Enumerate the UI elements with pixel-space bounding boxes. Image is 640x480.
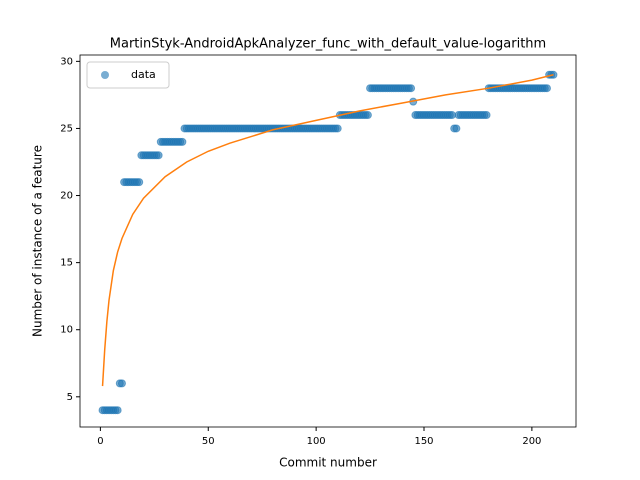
data-point <box>452 124 461 133</box>
data-point <box>407 84 416 93</box>
data-point <box>448 111 457 120</box>
chart-title: MartinStyk-AndroidApkAnalyzer_func_with_… <box>110 37 546 52</box>
data-point <box>482 111 491 120</box>
data-point <box>178 137 187 146</box>
y-tick-label: 20 <box>60 191 73 202</box>
data-point <box>154 151 163 160</box>
x-tick-label: 0 <box>97 436 103 447</box>
legend-box <box>86 61 170 89</box>
x-tick-label: 100 <box>307 436 326 447</box>
plot-frame <box>79 54 577 428</box>
fit-line <box>101 74 554 387</box>
y-tick-label: 30 <box>60 56 73 67</box>
data-point <box>113 406 122 415</box>
data-point <box>363 111 372 120</box>
data-point <box>333 124 342 133</box>
x-tick-label: 150 <box>414 436 433 447</box>
x-axis-label: Commit number <box>279 456 377 470</box>
x-tick-label: 50 <box>202 436 215 447</box>
y-tick-label: 5 <box>67 392 73 403</box>
data-point <box>117 379 126 388</box>
y-tick-label: 15 <box>60 258 73 269</box>
x-tick-label: 200 <box>522 436 541 447</box>
data-point <box>542 84 551 93</box>
legend-marker <box>101 71 109 79</box>
data-point <box>135 178 144 187</box>
y-tick-label: 10 <box>60 325 73 336</box>
y-axis-label: Number of instance of a feature <box>31 145 45 337</box>
y-tick-label: 25 <box>60 123 73 134</box>
legend-label: data <box>131 68 156 81</box>
